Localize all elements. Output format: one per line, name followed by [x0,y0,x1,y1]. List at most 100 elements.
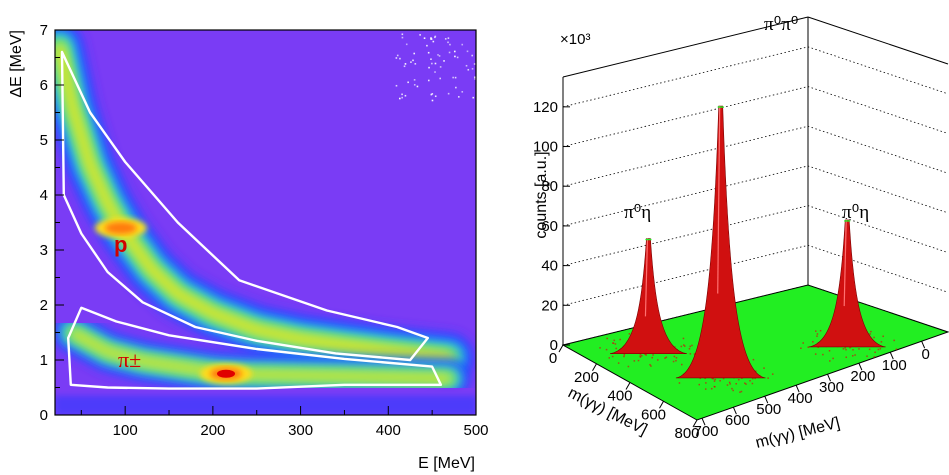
floor-speck [751,382,754,385]
floor-speck [854,354,856,356]
floor-speck [693,353,696,355]
noise-dot [432,40,435,43]
noise-dot [430,37,432,39]
noise-dot [399,57,401,60]
floor-speck [623,355,625,358]
x-tick-label: 100 [113,422,138,439]
front-right-tick-mark [764,396,769,404]
noise-dot [405,43,408,46]
floor-speck [744,382,746,384]
peak-label-pi0eta-left: π⁰η [624,202,651,223]
floor-speck [639,356,642,358]
floor-speck [628,333,631,335]
band-0-peak-mid [104,222,137,234]
floor-speck [873,336,875,339]
front-right-tick-label: 500 [756,401,781,418]
floor-speck [802,342,804,344]
floor-speck [722,377,725,380]
floor-speck [752,377,754,380]
front-right-tick-label: 400 [788,390,813,407]
noise-dot [427,51,430,54]
floor-speck [704,388,707,390]
front-left-tick-label: 200 [574,369,599,386]
noise-dot [428,66,430,69]
floor-speck [866,355,868,357]
noise-dot [431,93,434,95]
surface-front-right-label: m(γγ) [MeV] [754,415,842,452]
floor-speck [673,355,676,358]
floor-speck [858,348,860,350]
top-right-edge [807,16,949,65]
noise-dot [423,37,426,40]
floor-speck [874,351,876,354]
noise-dot [430,58,432,61]
peak-highlight [644,238,649,317]
floor-speck [639,355,641,357]
floor-speck [639,353,642,355]
noise-dot [471,68,474,70]
z-grid-line [562,165,949,227]
floor-speck [683,345,686,347]
y-tick-label: 6 [40,77,48,94]
floor-speck [651,356,653,359]
peak-body [675,105,766,379]
floor-speck [711,377,713,380]
noise-dot [455,86,457,89]
floor-speck [649,363,651,366]
floor-speck [665,356,668,359]
floor-speck [719,379,721,382]
noise-dot [431,62,433,65]
y-tick-label: 3 [40,242,48,259]
y-tick-label: 5 [40,132,48,149]
noise-dot [438,55,441,57]
noise-dot [474,76,476,79]
noise-dot [457,96,460,98]
noise-dot [439,77,441,80]
floor-speck [672,360,675,363]
noise-dot [416,85,419,88]
floor-speck [657,359,659,361]
floor-speck [689,353,692,355]
peak-highlight [717,106,721,294]
floor-speck [735,383,737,385]
floor-speck [732,389,734,392]
floor-speck [731,387,733,390]
noise-dot [403,65,406,68]
x-tick-label: 200 [200,422,225,439]
noise-dot [466,50,469,53]
noise-dot [447,41,449,44]
floor-speck [893,339,895,342]
y-tick-label: 4 [40,187,48,204]
heatmap-panel: 100 200 300 400 500 0 1 2 3 4 5 6 7 E [MeV] ΔE [MeV… [8,22,489,472]
noise-dot [461,91,464,93]
y-tick-label: 0 [40,407,48,424]
noise-dot [434,71,436,73]
front-left-tick-mark [659,401,664,409]
floor-speck [800,347,802,349]
floor-speck [842,348,845,350]
heatmap-cuts [60,50,443,390]
noise-dot [448,51,451,54]
floor-speck [674,346,676,348]
floor-speck [633,360,636,362]
noise-dot [401,33,404,36]
front-left-tick-mark [558,344,564,353]
floor-speck [819,329,822,332]
noise-dot [401,36,404,39]
x-tick-label: 300 [288,422,313,439]
floor-speck [763,367,765,369]
noise-dot [444,38,447,40]
floor-speck [664,357,666,359]
floor-speck [680,345,683,348]
floor-speck [832,357,834,360]
back-right-wall [808,17,948,332]
front-right-tick-label: 0 [921,346,929,363]
floor-speck [627,365,630,368]
surface-z-ticks: 0 20 40 60 80 100 120 [533,99,570,354]
front-left-tick-mark [592,363,597,371]
floor-speck [816,335,818,337]
floor-speck [611,355,614,358]
floor-speck [868,348,871,351]
floor-speck [728,381,731,384]
